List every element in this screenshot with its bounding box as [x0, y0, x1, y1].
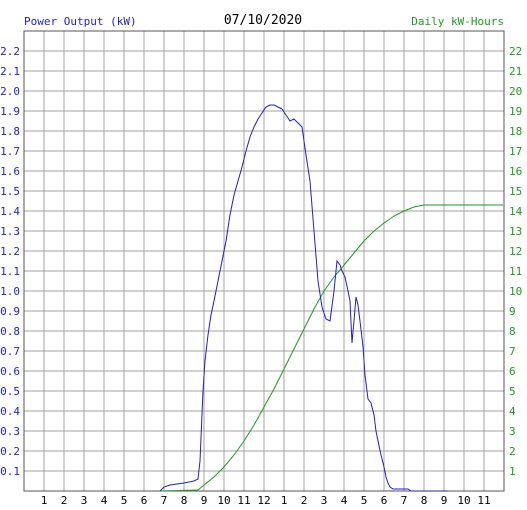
y-tick-right-label: 11: [509, 265, 522, 278]
x-tick-label: 6: [141, 494, 148, 507]
y-tick-left-label: 1.2: [0, 245, 20, 258]
series-power-output-line: [159, 104, 448, 492]
x-tick-label: 1: [281, 494, 288, 507]
y-tick-right-label: 10: [509, 285, 522, 298]
x-tick-label: 2: [301, 494, 308, 507]
y-tick-right-label: 20: [509, 85, 522, 98]
x-tick-label: 7: [161, 494, 168, 507]
y-tick-left-label: 0.7: [0, 345, 20, 358]
x-tick-label: 10: [457, 494, 470, 507]
y-tick-left-label: 1.7: [0, 145, 20, 158]
y-tick-left-label: 0.3: [0, 425, 20, 438]
y-tick-left-label: 0.8: [0, 325, 20, 338]
left-axis-ticks: 0.1 0.2 0.3 0.4 0.5 0.6 0.7 0.8 0.9 1.0 1.1 1.2 1.3 1…: [0, 45, 20, 478]
y-tick-right-label: 9: [509, 305, 516, 318]
x-tick-label: 4: [101, 494, 108, 507]
y-tick-right-label: 7: [509, 345, 516, 358]
y-tick-left-label: 1.3: [0, 225, 20, 238]
x-axis-ticks: 1 2 3 4 5 6 7 8 9 10 11 12 1 2 3 4 5 6 7 8 9 10 11: [41, 494, 491, 507]
header-power-label: Power Output (kW): [24, 15, 137, 28]
x-tick-label: 5: [361, 494, 368, 507]
y-tick-left-label: 2.0: [0, 85, 20, 98]
y-tick-right-label: 19: [509, 105, 522, 118]
y-tick-left-label: 0.5: [0, 385, 20, 398]
y-tick-right-label: 8: [509, 325, 516, 338]
x-tick-label: 9: [201, 494, 208, 507]
grid: [24, 31, 504, 491]
x-tick-label: 5: [121, 494, 128, 507]
y-tick-right-label: 3: [509, 425, 516, 438]
y-tick-right-label: 4: [509, 405, 516, 418]
x-tick-label: 12: [257, 494, 270, 507]
y-tick-left-label: 1.1: [0, 265, 20, 278]
y-tick-left-label: 0.1: [0, 465, 20, 478]
x-tick-label: 7: [401, 494, 408, 507]
y-tick-right-label: 15: [509, 185, 522, 198]
header-energy-label: Daily kW-Hours: [411, 15, 504, 28]
y-tick-left-label: 2.2: [0, 45, 20, 58]
x-tick-label: 2: [61, 494, 68, 507]
x-tick-label: 8: [181, 494, 188, 507]
y-tick-left-label: 0.6: [0, 365, 20, 378]
x-tick-label: 3: [81, 494, 88, 507]
y-tick-right-label: 22: [509, 45, 522, 58]
y-tick-right-label: 16: [509, 165, 522, 178]
x-tick-label: 4: [341, 494, 348, 507]
x-tick-label: 9: [441, 494, 448, 507]
y-tick-right-label: 14: [509, 205, 523, 218]
y-tick-left-label: 1.0: [0, 285, 20, 298]
y-tick-left-label: 2.1: [0, 65, 20, 78]
header-date: 07/10/2020: [224, 13, 302, 28]
y-tick-right-label: 6: [509, 365, 516, 378]
y-tick-right-label: 18: [509, 125, 522, 138]
y-tick-right-label: 21: [509, 65, 522, 78]
y-tick-right-label: 13: [509, 225, 522, 238]
y-tick-left-label: 1.6: [0, 165, 20, 178]
y-tick-left-label: 1.5: [0, 185, 20, 198]
x-tick-label: 10: [217, 494, 230, 507]
x-tick-label: 11: [477, 494, 490, 507]
y-tick-right-label: 2: [509, 445, 516, 458]
x-tick-label: 6: [381, 494, 388, 507]
x-tick-label: 3: [321, 494, 328, 507]
y-tick-right-label: 17: [509, 145, 522, 158]
y-tick-right-label: 1: [509, 465, 516, 478]
series-daily-kwh-line: [159, 204, 503, 492]
y-tick-left-label: 0.4: [0, 405, 20, 418]
plot-frame: [23, 30, 505, 492]
y-tick-right-label: 5: [509, 385, 516, 398]
y-tick-right-label: 12: [509, 245, 522, 258]
y-tick-left-label: 1.9: [0, 105, 20, 118]
y-tick-left-label: 1.4: [0, 205, 20, 218]
x-tick-label: 8: [421, 494, 428, 507]
y-tick-left-label: 0.9: [0, 305, 20, 318]
y-tick-left-label: 1.8: [0, 125, 20, 138]
x-tick-label: 11: [237, 494, 250, 507]
x-tick-label: 1: [41, 494, 48, 507]
y-tick-left-label: 0.2: [0, 445, 20, 458]
